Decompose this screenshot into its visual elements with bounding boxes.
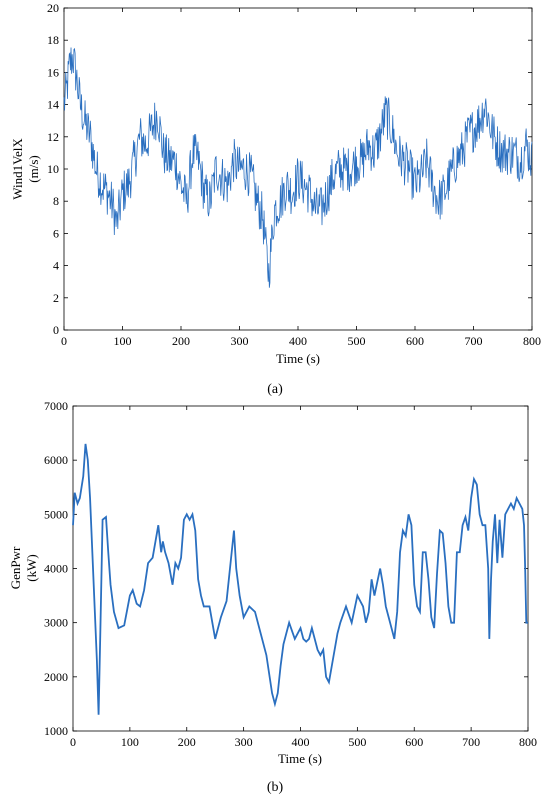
panel-b-x-tick-label: 300 <box>235 735 253 749</box>
panel-b-x-tick-label: 500 <box>348 735 366 749</box>
panel-a-wind-velocity-chart: 0 2 4 6 8 10 12 14 16 18 20 0 100 200 300 400 500 600 700… <box>10 1 541 366</box>
panel-b-y-tick-label: 5000 <box>44 507 68 521</box>
panel-b-caption: (b) <box>267 780 284 795</box>
panel-a-y-tick-label: 10 <box>47 162 59 176</box>
panel-a-y-axis-label-line1: Wind1VelX <box>10 138 25 200</box>
panel-b-y-tick-label: 2000 <box>44 670 68 684</box>
panel-a-x-tick-label: 700 <box>465 334 483 348</box>
panel-b-y-tick-label: 7000 <box>44 399 68 413</box>
panel-b-x-tick-label: 700 <box>462 735 480 749</box>
panel-a-y-tick-label: 14 <box>47 98 59 112</box>
panel-a-y-tick-label: 2 <box>53 291 59 305</box>
panel-a-x-tick-label: 300 <box>231 334 249 348</box>
panel-a-y-axis-label-line2: (m/s) <box>26 155 41 182</box>
panel-a-y-ticks: 0 2 4 6 8 10 12 14 16 18 20 <box>47 1 532 337</box>
panel-a-y-tick-label: 16 <box>47 65 59 79</box>
panel-b-y-axis-label-line1: GenPwr <box>8 546 23 589</box>
panel-a-y-tick-label: 18 <box>47 33 59 47</box>
panel-b-x-tick-label: 100 <box>121 735 139 749</box>
panel-b-x-tick-label: 400 <box>292 735 310 749</box>
panel-a-x-tick-label: 500 <box>348 334 366 348</box>
panel-a-y-tick-label: 12 <box>47 130 59 144</box>
panel-b-x-ticks: 0 100 200 300 400 500 600 700 800 <box>70 406 537 749</box>
panel-b-y-tick-label: 1000 <box>44 724 68 738</box>
panel-a-x-tick-label: 600 <box>406 334 424 348</box>
panel-a-y-tick-label: 20 <box>47 1 59 15</box>
panel-a-x-ticks: 0 100 200 300 400 500 600 700 800 <box>61 8 541 348</box>
panel-b-plot-frame <box>72 405 529 732</box>
panel-b-x-tick-label: 600 <box>405 735 423 749</box>
panel-a-x-tick-label: 0 <box>61 334 67 348</box>
panel-b-x-tick-label: 200 <box>178 735 196 749</box>
panel-a-x-tick-label: 800 <box>523 334 541 348</box>
panel-a-series-line <box>63 47 533 288</box>
panel-a-x-tick-label: 400 <box>289 334 307 348</box>
panel-a-y-tick-label: 0 <box>53 323 59 337</box>
panel-a-x-axis-label: Time (s) <box>276 351 320 366</box>
panel-b-y-tick-label: 6000 <box>44 453 68 467</box>
panel-b-y-ticks: 1000 2000 3000 4000 5000 6000 7000 <box>44 399 528 738</box>
panel-a-y-tick-label: 6 <box>53 226 59 240</box>
panel-a-caption: (a) <box>267 382 283 397</box>
panel-b-y-axis-label-line2: (kW) <box>24 554 39 581</box>
panel-b-x-tick-label: 0 <box>70 735 76 749</box>
panel-a-y-tick-label: 4 <box>53 259 59 273</box>
panel-b-x-tick-label: 800 <box>519 735 537 749</box>
panel-b-y-tick-label: 4000 <box>44 562 68 576</box>
panel-b-x-axis-label: Time (s) <box>278 751 322 766</box>
panel-b-generator-power-chart: 1000 2000 3000 4000 5000 6000 7000 0 100 200 300 4… <box>8 399 537 766</box>
panel-a-x-tick-label: 100 <box>114 334 132 348</box>
panel-b-y-tick-label: 3000 <box>44 616 68 630</box>
panel-a-y-tick-label: 8 <box>53 194 59 208</box>
panel-a-x-tick-label: 200 <box>172 334 190 348</box>
panel-b-series-line <box>72 443 528 715</box>
